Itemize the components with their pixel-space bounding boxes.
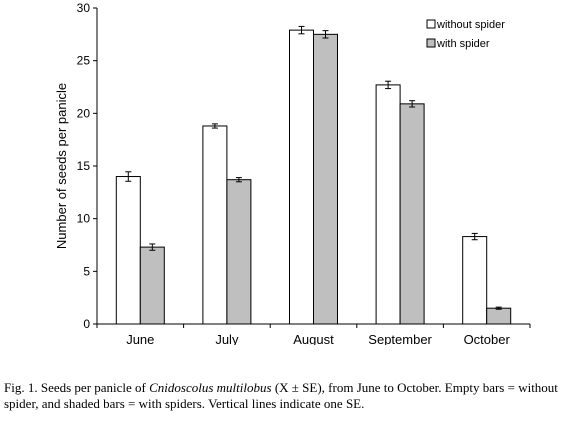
legend-swatch	[426, 19, 436, 29]
caption-prefix: Fig. 1. Seeds per panicle of	[4, 380, 150, 395]
y-tick-label: 10	[77, 212, 91, 226]
y-tick-label: 0	[83, 317, 90, 331]
bar	[139, 246, 165, 325]
x-tick-label: June	[126, 332, 154, 345]
figure-caption: Fig. 1. Seeds per panicle of Cnidoscolus…	[4, 380, 566, 412]
x-axis: June July August September October	[96, 323, 531, 345]
y-tick-label: 25	[77, 54, 91, 68]
legend-label: without spider	[436, 19, 505, 31]
bar	[289, 29, 314, 325]
x-tick-label: July	[215, 332, 239, 345]
bars	[115, 25, 512, 325]
y-tick-label: 5	[83, 264, 90, 278]
bar	[462, 236, 488, 325]
caption-suffix: (X ± SE), from June to October. Empty ba…	[4, 380, 558, 411]
y-axis-title: Number of seeds per panicle	[54, 83, 69, 249]
y-axis: 0 5 10 15 20 25 30	[77, 1, 98, 331]
y-tick-label: 30	[77, 1, 91, 15]
bar-chart: 0 5 10 15 20 25 30 June July August September Octo…	[54, 1, 531, 345]
bar	[226, 179, 252, 325]
x-tick-label: September	[368, 332, 432, 345]
bar	[486, 307, 512, 325]
x-tick-label: August	[293, 332, 334, 345]
legend: without spider with spider	[426, 19, 505, 50]
legend-swatch	[426, 38, 436, 48]
caption-species: Cnidoscolus multilobus	[149, 380, 272, 395]
bar	[202, 125, 228, 325]
legend-label: with spider	[436, 38, 490, 50]
bar	[313, 33, 338, 325]
y-tick-label: 20	[77, 106, 91, 120]
bar	[399, 103, 425, 325]
x-tick-label: October	[464, 332, 511, 345]
y-tick-label: 15	[77, 159, 91, 173]
bar	[375, 84, 401, 325]
bar	[115, 176, 141, 325]
